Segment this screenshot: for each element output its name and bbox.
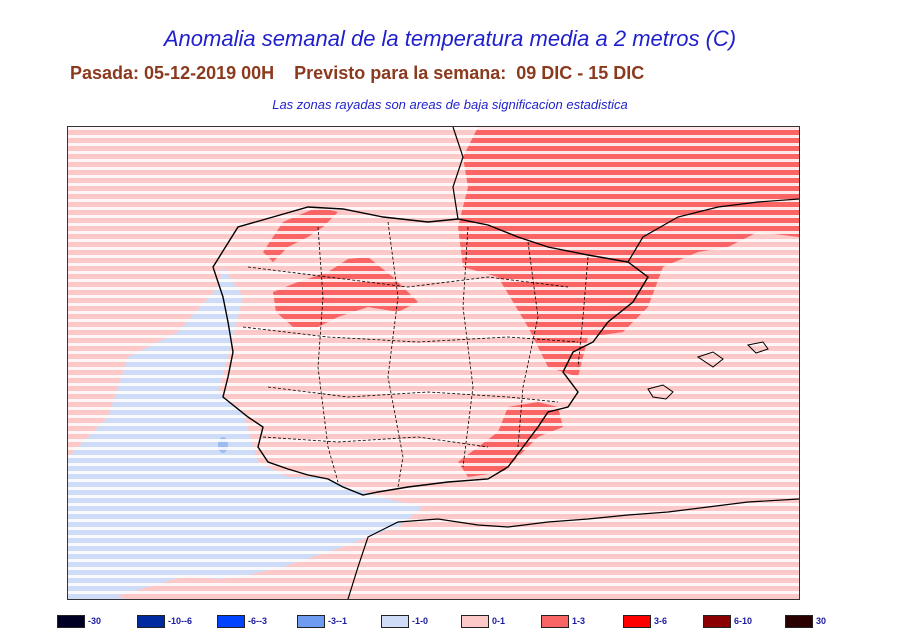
legend-label: 1-3 xyxy=(572,616,586,626)
pyrenees-border xyxy=(452,127,799,263)
legend-item: -30 xyxy=(57,614,101,628)
legend-swatch xyxy=(703,614,731,628)
legend-item: -6--3 xyxy=(217,614,267,628)
legend-label: 30 xyxy=(816,616,827,626)
legend-swatch xyxy=(541,614,569,628)
africa-coastline xyxy=(347,498,799,599)
legend-swatch xyxy=(381,614,409,628)
low-significance-hatching xyxy=(68,127,799,599)
legend-label: 6-10 xyxy=(734,616,753,626)
legend-swatch xyxy=(297,614,325,628)
map-svg xyxy=(68,127,799,599)
legend-item: 6-10 xyxy=(703,614,752,628)
legend-item: -10--6 xyxy=(137,614,192,628)
balearic-islands xyxy=(647,341,769,400)
analysis-date: Pasada: 05-12-2019 00H xyxy=(70,63,275,83)
legend-swatch xyxy=(137,614,165,628)
legend-item: -3--1 xyxy=(297,614,347,628)
legend-label: 0-1 xyxy=(492,616,506,626)
legend-swatch xyxy=(461,614,489,628)
legend-label: -1-0 xyxy=(412,616,429,626)
legend-label: -6--3 xyxy=(248,616,268,626)
legend-swatch xyxy=(623,614,651,628)
legend-swatch xyxy=(785,614,813,628)
legend-item: 1-3 xyxy=(541,614,585,628)
legend-label: -10--6 xyxy=(168,616,193,626)
chart-title: Anomalia semanal de la temperatura media… xyxy=(163,26,737,51)
legend-swatch xyxy=(57,614,85,628)
legend-item: 0-1 xyxy=(461,614,505,628)
legend-item: 30 xyxy=(785,614,826,628)
forecast-week: Previsto para la semana: 09 DIC - 15 DIC xyxy=(294,63,645,83)
anomaly-map xyxy=(67,126,800,600)
color-legend: -30 -10--6 -6--3 -3--1 -1-0 0-1 1-3 3-6 … xyxy=(57,614,857,628)
legend-swatch xyxy=(217,614,245,628)
legend-label: 3-6 xyxy=(654,616,668,626)
coastline xyxy=(212,206,649,496)
legend-label: -3--1 xyxy=(328,616,348,626)
forecast-subtitle: Pasada: 05-12-2019 00H Previsto para la … xyxy=(70,63,644,84)
legend-item: 3-6 xyxy=(623,614,667,628)
legend-item: -1-0 xyxy=(381,614,428,628)
legend-label: -30 xyxy=(88,616,102,626)
hatching-note: Las zonas rayadas son areas de baja sign… xyxy=(272,97,628,112)
province-borders xyxy=(242,221,589,488)
